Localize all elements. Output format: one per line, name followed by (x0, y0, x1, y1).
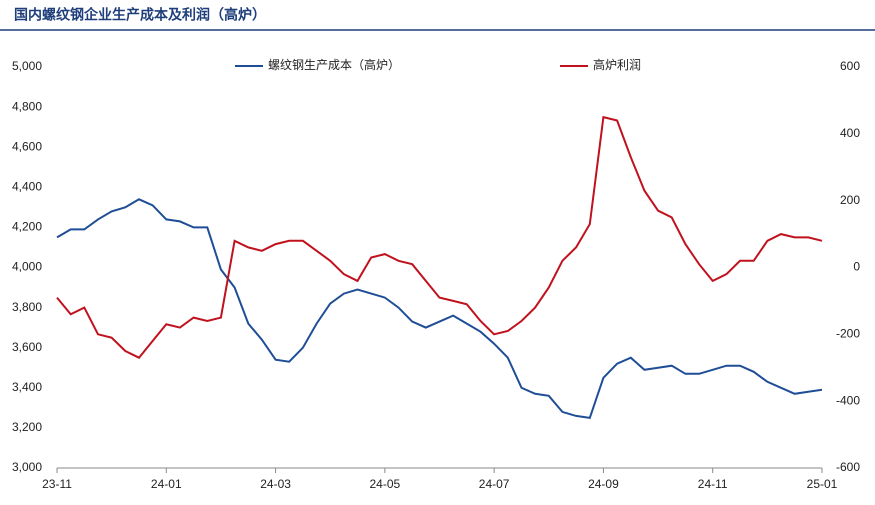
y-tick-label: 3,600 (12, 340, 42, 354)
y-tick-label: 4,400 (12, 179, 42, 193)
x-tick-label: 23-11 (42, 477, 72, 491)
y-tick-label: 3,400 (12, 380, 42, 394)
x-tick-label: 24-03 (260, 477, 291, 491)
legend-label: 高炉利润 (593, 57, 641, 72)
y-tick-label: 3,200 (12, 420, 42, 434)
y2-tick-label: 0 (853, 260, 860, 274)
y2-tick-label: 400 (840, 126, 860, 140)
y-tick-label: 4,800 (12, 99, 42, 113)
y2-tick-label: -600 (836, 460, 860, 474)
y2-tick-label: -200 (836, 327, 860, 341)
legend-label: 螺纹钢生产成本（高炉） (268, 57, 400, 72)
y-tick-label: 5,000 (12, 59, 42, 73)
y-tick-label: 4,200 (12, 220, 42, 234)
x-tick-label: 24-11 (698, 477, 728, 491)
x-tick-label: 24-07 (479, 477, 510, 491)
x-tick-label: 25-01 (807, 477, 838, 491)
y-tick-label: 3,000 (12, 460, 42, 474)
y2-tick-label: -400 (836, 393, 860, 407)
y-tick-label: 4,000 (12, 260, 42, 274)
y2-tick-label: 600 (840, 59, 860, 73)
x-tick-label: 24-05 (370, 477, 401, 491)
series-line (56, 115, 823, 359)
series-line (56, 198, 823, 420)
y2-tick-label: 200 (840, 193, 860, 207)
chart-title: 国内螺纹钢企业生产成本及利润（高炉） (14, 7, 266, 23)
y-tick-label: 4,600 (12, 139, 42, 153)
y-tick-label: 3,800 (12, 300, 42, 314)
x-tick-label: 24-09 (588, 477, 619, 491)
x-tick-label: 24-01 (151, 477, 182, 491)
